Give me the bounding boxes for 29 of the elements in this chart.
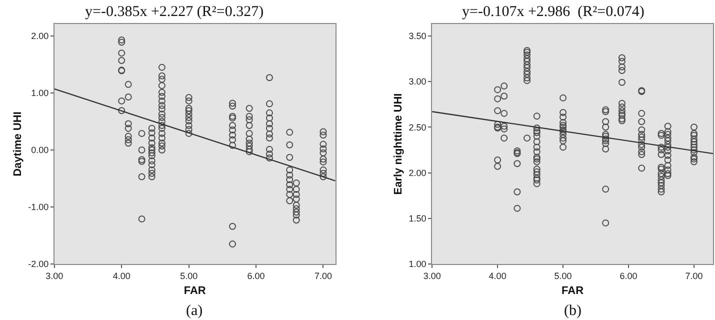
y-tick-label: -2.00: [28, 259, 49, 270]
y-tick-label: 2.00: [408, 168, 426, 178]
y-tick-label: 1.50: [408, 214, 426, 224]
text: (a): [186, 303, 203, 319]
y-tick-label: 3.00: [408, 76, 426, 87]
text: (b): [564, 303, 582, 319]
chart-title: y=-0.107x +2.986 (R²=0.074): [462, 4, 644, 20]
x-tick-label: 4.00: [488, 270, 506, 281]
x-tick-label: 7.00: [314, 270, 332, 281]
y-tick-label: 3.50: [408, 31, 426, 42]
x-axis-title: FAR: [184, 285, 206, 297]
x-tick-label: 7.00: [685, 270, 703, 281]
x-axis-title: FAR: [562, 285, 584, 297]
x-tick-label: 6.00: [247, 270, 265, 281]
chart-title: y=-0.385x +2.227 (R²=0.327): [85, 4, 264, 20]
y-tick-label: 2.00: [31, 31, 49, 42]
x-tick-label: 3.00: [423, 270, 441, 281]
y-tick-label: 1.00: [408, 259, 426, 270]
y-axis-title: Daytime UHI: [12, 112, 24, 176]
y-axis-title: Early nighttime UHI: [392, 93, 404, 195]
x-tick-label: 5.00: [554, 270, 572, 281]
y-tick-label: 0.00: [31, 145, 49, 156]
y-tick-label: 1.00: [31, 88, 49, 98]
x-tick-label: 6.00: [620, 270, 638, 281]
x-tick-label: 3.00: [46, 270, 64, 281]
y-tick-label: -1.00: [28, 202, 49, 212]
x-tick-label: 4.00: [112, 270, 130, 281]
y-tick-label: 2.50: [408, 122, 426, 132]
x-tick-label: 5.00: [180, 270, 198, 281]
